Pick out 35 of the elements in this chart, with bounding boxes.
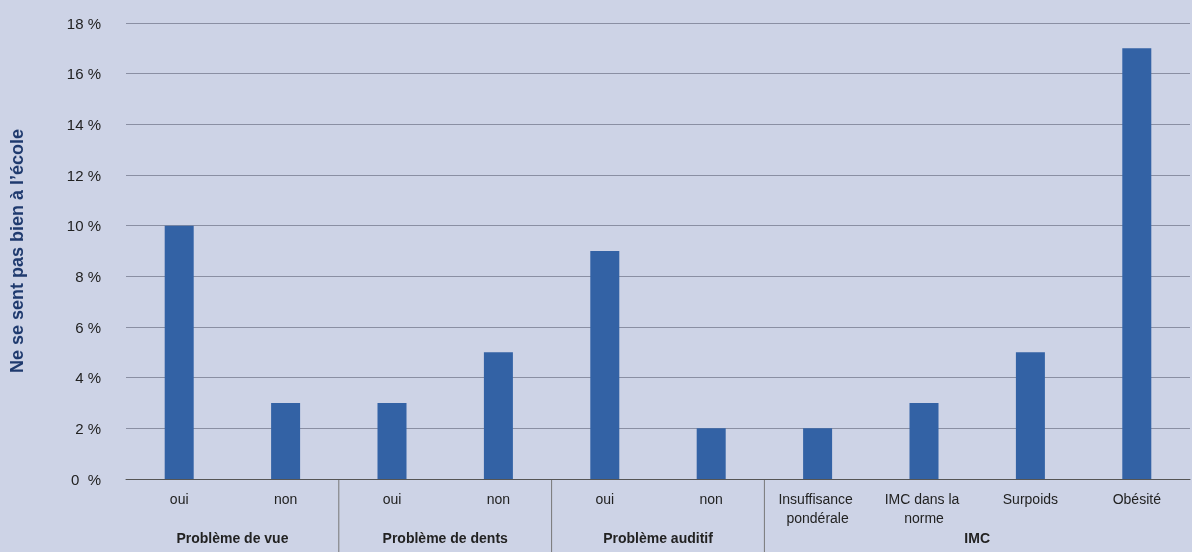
x-tick-label: non <box>699 490 723 507</box>
x-tick-label: non <box>273 490 298 507</box>
bar <box>483 352 513 479</box>
text: Problème de dents <box>382 530 509 546</box>
x-tick-label: Insuffisance pondérale <box>778 490 857 526</box>
y-tick-label: 16 % <box>66 65 101 83</box>
bar <box>803 428 833 479</box>
x-tick-label: non <box>486 490 511 507</box>
bar <box>590 251 620 479</box>
y-tick-label: 6 % <box>75 318 101 336</box>
y-tick-label: 18 % <box>66 14 101 32</box>
y-tick-label: 4 % <box>75 369 101 387</box>
x-tick-label: Surpoids <box>1002 490 1059 507</box>
bar <box>1122 48 1152 479</box>
y-tick-label: 12 % <box>66 166 101 184</box>
bar <box>909 403 939 479</box>
bar <box>377 403 407 479</box>
x-tick-label: IMC dans la norme <box>884 490 964 526</box>
text: Problème auditif <box>603 530 714 546</box>
bar <box>271 403 301 479</box>
x-tick-label: oui <box>595 490 615 507</box>
x-tick-label: oui <box>382 490 402 507</box>
y-tick-label: 10 % <box>66 217 101 235</box>
y-tick-label: 14 % <box>66 115 101 133</box>
bar <box>1015 352 1045 479</box>
x-tick-label: oui <box>169 490 189 507</box>
bar <box>696 428 726 479</box>
text: IMC <box>964 530 991 546</box>
y-tick-label: 2 % <box>75 419 101 437</box>
bar <box>164 225 194 479</box>
text: Problème de vue <box>176 530 289 546</box>
y-tick-label: 8 % <box>75 267 101 285</box>
y-axis-title: Ne se sent pas bien à l’école <box>7 128 27 374</box>
y-tick-label: 0 % <box>70 470 101 488</box>
x-tick-label: Obésité <box>1112 490 1162 507</box>
